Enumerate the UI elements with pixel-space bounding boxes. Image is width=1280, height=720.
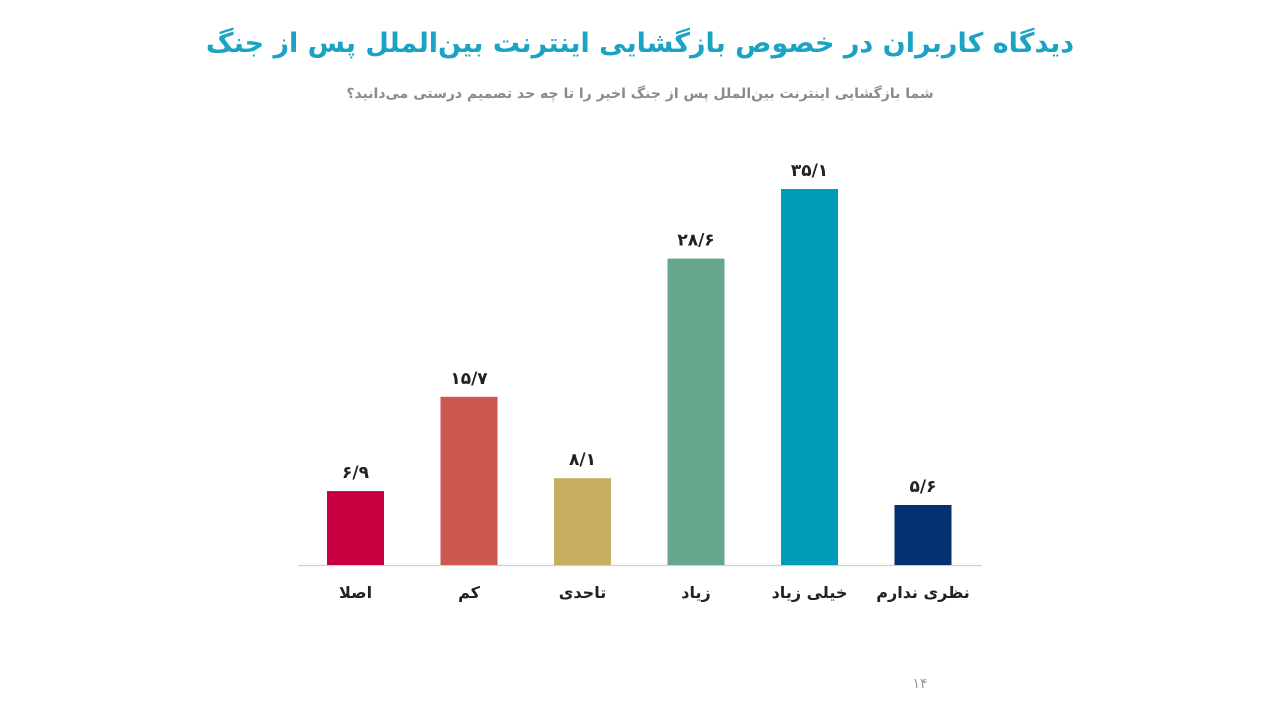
category-label-5: خیلی زیاد xyxy=(772,583,848,602)
bar-value-label-3: ۸/۱ xyxy=(569,450,596,470)
category-label-4: زیاد xyxy=(681,583,710,602)
bar-5 xyxy=(781,189,838,565)
bar-4 xyxy=(667,258,725,565)
bar-value-label-4: ۲۸/۶ xyxy=(677,231,714,251)
bar-value-label-1: ۶/۹ xyxy=(342,463,370,483)
bar-value-label-6: ۵/۶ xyxy=(910,477,937,497)
bar-6 xyxy=(894,505,952,565)
category-label-6: نظری ندارم xyxy=(876,583,969,602)
bar-1 xyxy=(327,491,384,565)
bar-2 xyxy=(440,396,498,565)
chart-title: دیدگاه کاربران در خصوص بازگشایی اینترنت … xyxy=(205,28,1075,59)
bar-value-label-5: ۳۵/۱ xyxy=(791,161,828,181)
category-label-3: تاحدی xyxy=(559,583,606,602)
bar-value-label-2: ۱۵/۷ xyxy=(450,369,488,389)
bar-3 xyxy=(554,478,611,565)
category-label-2: کم xyxy=(458,583,481,602)
page-number: ۱۴ xyxy=(912,676,928,692)
chart-subtitle: شما بازگشایی اینترنت بین‌الملل پس از جنگ… xyxy=(346,86,934,102)
category-label-1: اصلا xyxy=(339,583,372,602)
bars-group: ۶/۹ اصلا ۱۵/۷ کم ۸/۱ تاحدی ۲۸/۶ زیاد ۳۵/۱ خیلی زی… xyxy=(327,161,970,602)
